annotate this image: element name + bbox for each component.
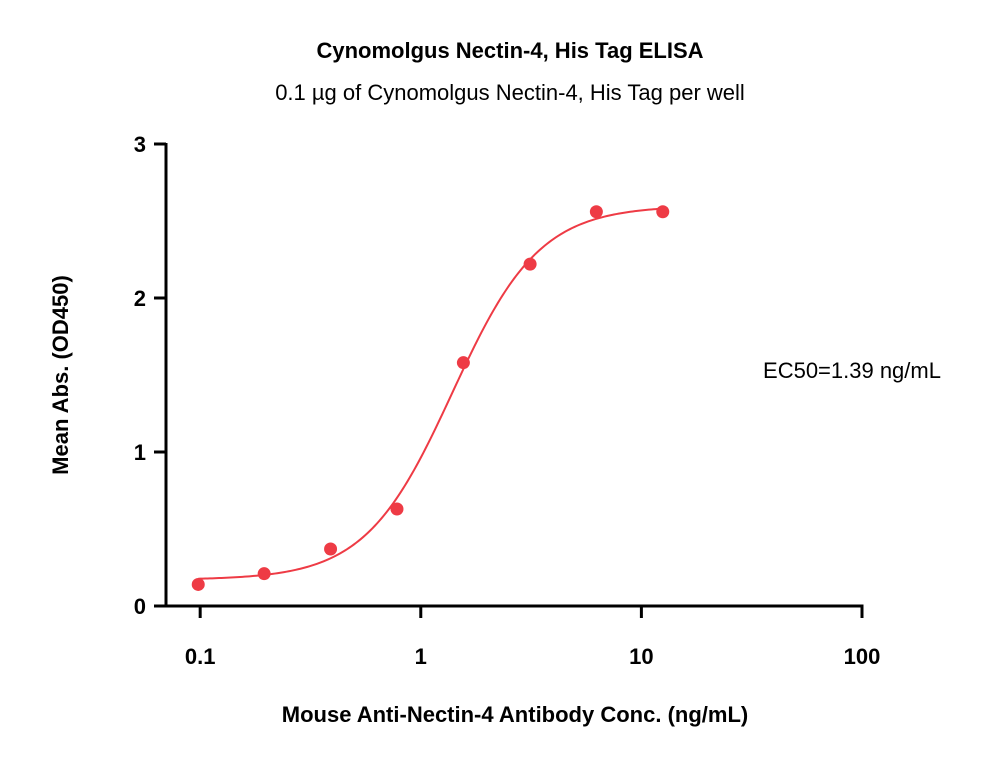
y-tick-label: 0	[134, 594, 146, 619]
tick-labels-layer: 0 1 2 3 0.1 1 10 100	[134, 132, 881, 669]
data-point	[324, 542, 338, 556]
fit-curve	[198, 207, 663, 580]
data-point	[191, 577, 205, 591]
data-point	[257, 567, 271, 581]
ec50-annotation: EC50=1.39 ng/mL	[763, 358, 941, 383]
x-axis-label: Mouse Anti-Nectin-4 Antibody Conc. (ng/m…	[282, 702, 748, 727]
data-point	[523, 257, 537, 271]
x-tick-label: 10	[629, 644, 653, 669]
chart-subtitle: 0.1 µg of Cynomolgus Nectin-4, His Tag p…	[275, 80, 745, 105]
fit-curve-layer	[198, 207, 663, 580]
x-tick-label: 0.1	[185, 644, 216, 669]
x-tick-label: 1	[415, 644, 427, 669]
y-axis-label: Mean Abs. (OD450)	[48, 275, 73, 475]
y-tick-label: 3	[134, 132, 146, 157]
data-points-layer	[191, 205, 670, 591]
axes	[154, 142, 864, 618]
data-point	[656, 205, 670, 219]
chart-title: Cynomolgus Nectin-4, His Tag ELISA	[316, 38, 703, 63]
y-tick-label: 1	[134, 440, 146, 465]
data-point	[390, 502, 404, 516]
data-point	[589, 205, 603, 219]
x-tick-label: 100	[844, 644, 881, 669]
data-point	[456, 356, 470, 370]
y-tick-label: 2	[134, 286, 146, 311]
